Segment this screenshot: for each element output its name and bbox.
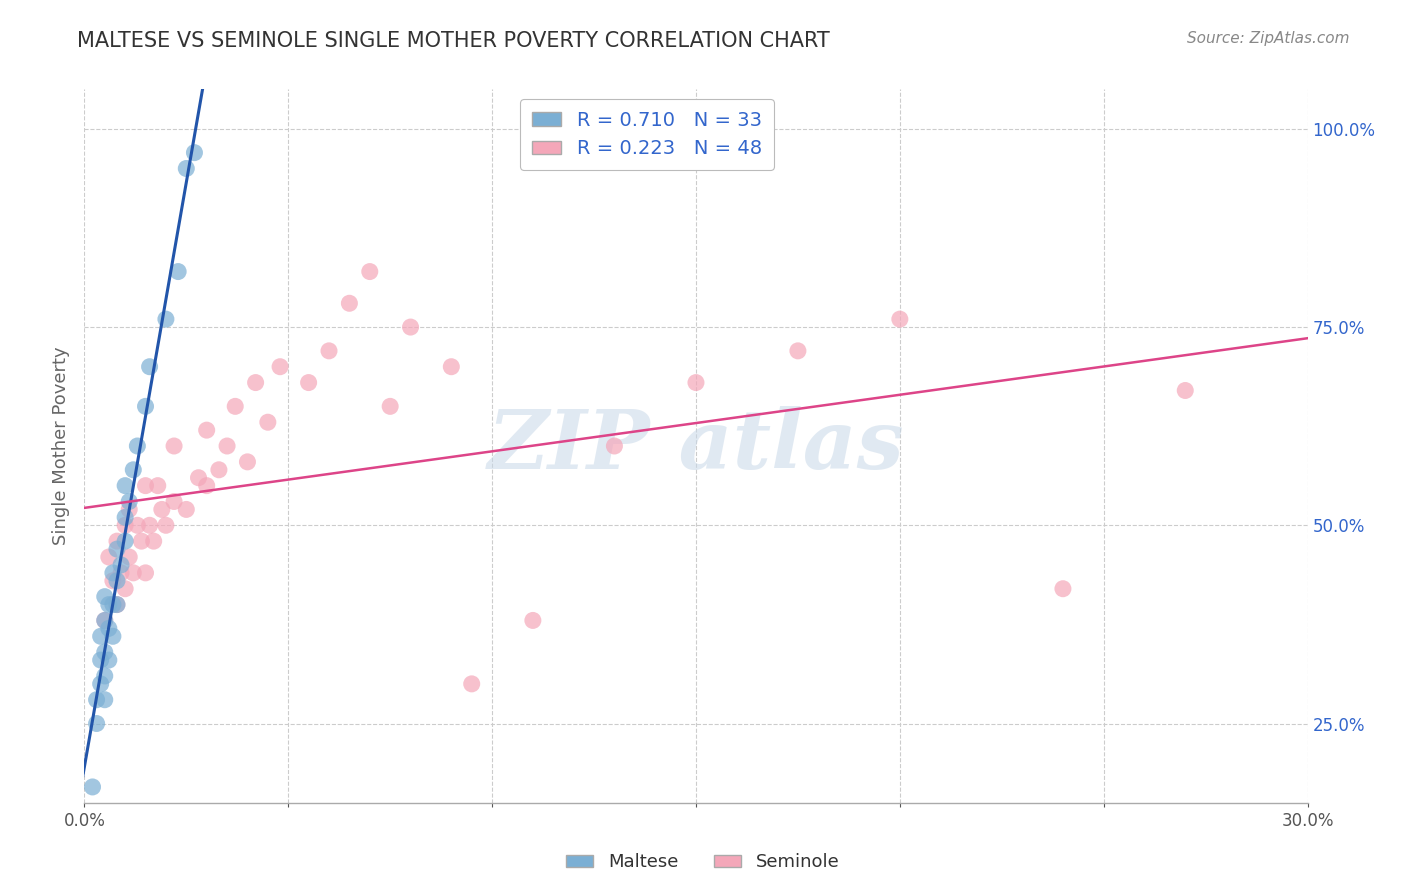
Point <box>114 510 136 524</box>
Point <box>183 145 205 160</box>
Point <box>298 376 321 390</box>
Point <box>110 566 132 580</box>
Point <box>339 296 361 310</box>
Point <box>86 692 108 706</box>
Point <box>93 692 115 706</box>
Point <box>127 439 149 453</box>
Point <box>105 534 128 549</box>
Point <box>101 574 124 588</box>
Point <box>522 614 544 628</box>
Point <box>101 566 124 580</box>
Point <box>105 598 128 612</box>
Point <box>90 677 112 691</box>
Point <box>114 518 136 533</box>
Point <box>101 629 124 643</box>
Point <box>138 518 160 533</box>
Text: ZIP atlas: ZIP atlas <box>488 406 904 486</box>
Point <box>380 400 402 414</box>
Point <box>174 502 197 516</box>
Point <box>245 376 267 390</box>
Point <box>93 590 115 604</box>
Point <box>90 653 112 667</box>
Point <box>110 558 132 572</box>
Text: Source: ZipAtlas.com: Source: ZipAtlas.com <box>1187 31 1350 46</box>
Point <box>163 439 186 453</box>
Point <box>440 359 463 374</box>
Point <box>174 161 197 176</box>
Point <box>195 423 218 437</box>
Point <box>399 320 422 334</box>
Point <box>118 549 141 564</box>
Point <box>105 598 128 612</box>
Point <box>138 359 160 374</box>
Point <box>163 494 186 508</box>
Point <box>257 415 280 429</box>
Point <box>93 614 115 628</box>
Point <box>269 359 291 374</box>
Point <box>167 264 190 278</box>
Point <box>889 312 911 326</box>
Point <box>146 478 169 492</box>
Point <box>114 478 136 492</box>
Point <box>217 439 239 453</box>
Point <box>236 455 259 469</box>
Point <box>142 534 165 549</box>
Point <box>1174 384 1197 398</box>
Point <box>118 502 141 516</box>
Point <box>685 376 707 390</box>
Point <box>318 343 340 358</box>
Point <box>101 598 124 612</box>
Point <box>195 478 218 492</box>
Point <box>150 502 173 516</box>
Point <box>359 264 381 278</box>
Legend: Maltese, Seminole: Maltese, Seminole <box>560 847 846 879</box>
Point <box>787 343 810 358</box>
Point <box>155 518 177 533</box>
Point <box>93 614 115 628</box>
Point <box>127 518 149 533</box>
Point <box>122 463 145 477</box>
Point <box>114 534 136 549</box>
Point <box>86 716 108 731</box>
Legend: R = 0.710   N = 33, R = 0.223   N = 48: R = 0.710 N = 33, R = 0.223 N = 48 <box>520 99 773 170</box>
Point <box>114 582 136 596</box>
Point <box>82 780 104 794</box>
Point <box>208 463 231 477</box>
Point <box>97 598 120 612</box>
Point <box>155 312 177 326</box>
Point <box>97 621 120 635</box>
Point <box>105 574 128 588</box>
Point <box>603 439 626 453</box>
Point <box>93 645 115 659</box>
Point <box>131 534 153 549</box>
Point <box>118 494 141 508</box>
Point <box>97 549 120 564</box>
Point <box>1052 582 1074 596</box>
Point <box>135 400 157 414</box>
Point <box>97 653 120 667</box>
Point <box>122 566 145 580</box>
Point <box>224 400 246 414</box>
Point <box>135 566 157 580</box>
Point <box>105 542 128 557</box>
Point <box>461 677 484 691</box>
Point <box>93 669 115 683</box>
Point <box>135 478 157 492</box>
Y-axis label: Single Mother Poverty: Single Mother Poverty <box>52 347 70 545</box>
Point <box>187 471 209 485</box>
Point <box>90 629 112 643</box>
Text: MALTESE VS SEMINOLE SINGLE MOTHER POVERTY CORRELATION CHART: MALTESE VS SEMINOLE SINGLE MOTHER POVERT… <box>77 31 830 51</box>
